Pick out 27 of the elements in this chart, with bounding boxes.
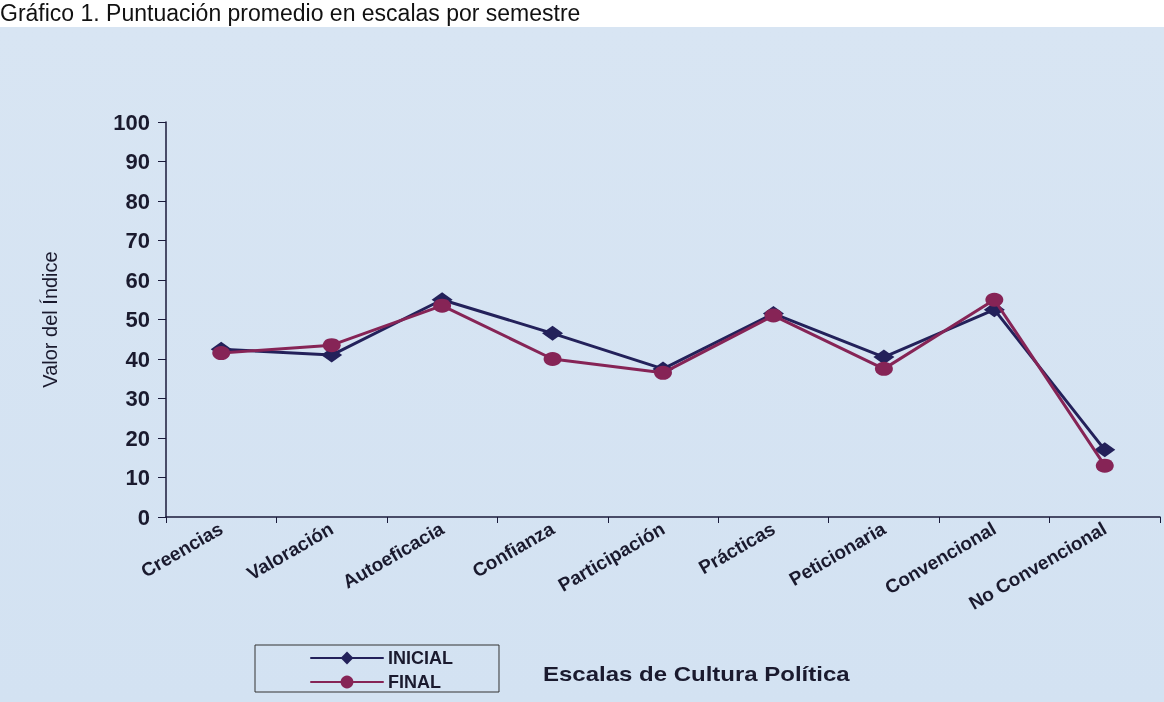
point bbox=[322, 338, 341, 353]
y-tick-label: 40 bbox=[125, 346, 150, 372]
point bbox=[433, 298, 452, 313]
y-tick-label: 10 bbox=[125, 465, 150, 490]
point bbox=[1095, 458, 1114, 473]
y-tick-label: 100 bbox=[113, 109, 150, 135]
legend-label: INICIAL bbox=[388, 648, 453, 668]
legend-label: FINAL bbox=[388, 672, 441, 692]
chart-title: Gráfico 1. Puntuación promedio en escalas por semestre bbox=[0, 0, 581, 26]
y-tick-label: 20 bbox=[125, 425, 150, 451]
point bbox=[873, 349, 895, 365]
point bbox=[212, 346, 231, 361]
x-axis-title: Escalas de Cultura Política bbox=[543, 662, 851, 686]
y-tick-label: 50 bbox=[125, 307, 150, 332]
y-tick-label: 30 bbox=[125, 386, 150, 411]
y-tick-label: 70 bbox=[125, 228, 150, 253]
y-tick-label: 0 bbox=[137, 504, 150, 530]
point bbox=[874, 361, 893, 376]
point bbox=[543, 352, 562, 366]
y-tick-label: 90 bbox=[125, 149, 150, 174]
y-tick-label: 60 bbox=[125, 267, 150, 293]
y-tick-label: 80 bbox=[125, 188, 150, 214]
point bbox=[654, 365, 672, 380]
point bbox=[542, 325, 564, 341]
point bbox=[985, 292, 1004, 307]
y-axis-title: Valor del Índice bbox=[39, 251, 61, 388]
point bbox=[1094, 442, 1116, 458]
